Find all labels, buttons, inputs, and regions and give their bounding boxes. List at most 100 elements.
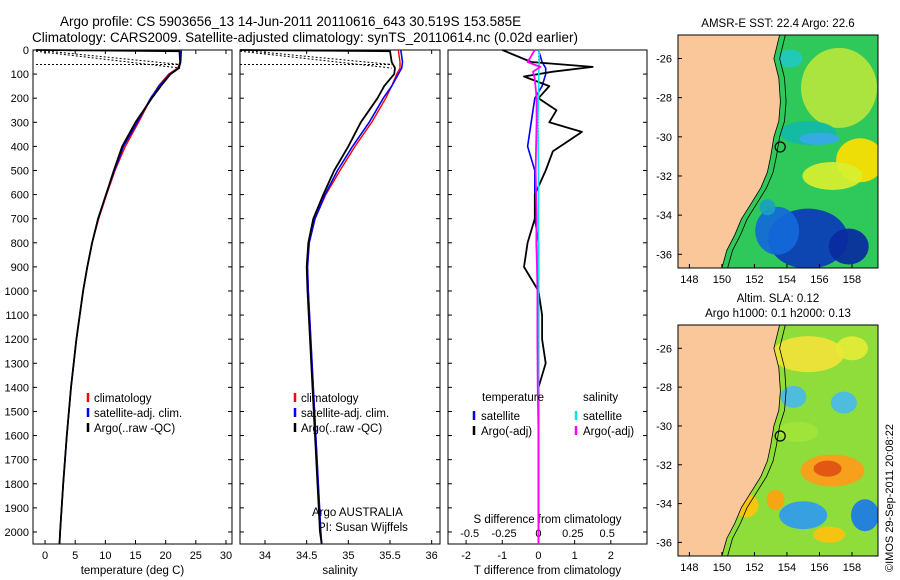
map-y-tick-label: -30: [656, 132, 672, 144]
coastline: [721, 325, 781, 556]
y-tick-label: 1200: [5, 334, 29, 346]
sla-map: 148 150 152 154 156 158 -26 -28 -30 -32 -34 -36 Alti…: [656, 293, 879, 574]
series-argo: [35, 49, 182, 545]
map-y-tick-label: -36: [656, 249, 672, 261]
y-tick-label: 2000: [5, 527, 29, 539]
y-tick-label: 1500: [5, 406, 29, 418]
map-y-tick-label: -26: [656, 53, 672, 65]
map-y-tick-label: -32: [656, 171, 672, 183]
y-tick-label: 800: [11, 238, 29, 250]
field-blob: [850, 499, 878, 532]
field-blob: [766, 489, 785, 510]
map-field: [678, 325, 878, 556]
annotation-line1: Argo AUSTRALIA: [312, 507, 403, 519]
field-blob: [800, 47, 877, 128]
y-tick-label: 1100: [5, 310, 29, 322]
legend-sal-title: salinity: [583, 392, 618, 404]
legend-label: Argo(-adj): [583, 426, 634, 438]
map-x-tick-label: 156: [810, 274, 828, 286]
map-x-tick-label: 154: [778, 562, 796, 574]
field-blob: [755, 206, 800, 255]
plot-frame: [32, 49, 233, 545]
legend-label: Argo(-adj): [481, 426, 532, 438]
land: [678, 35, 781, 268]
depth-contour: [727, 325, 787, 556]
argo-position-marker: [774, 141, 786, 153]
series-t_argo: [501, 49, 594, 544]
x-tick-label: 10: [99, 550, 111, 562]
salinity-panel: 34 34.5 35 35.5 36 salinity climatology satelli…: [239, 49, 441, 577]
x2-tick-label: 0.25: [562, 528, 583, 540]
map-y-tick-label: -34: [656, 210, 672, 222]
x-tick-label: -1: [497, 550, 507, 562]
x-tick-label: 20: [160, 550, 172, 562]
y-tick-label: 700: [11, 214, 29, 226]
field-blob: [799, 132, 840, 145]
y-tick-label: 1400: [5, 382, 29, 394]
field-blob: [778, 49, 803, 68]
x-tick-label: 35.5: [379, 550, 400, 562]
x2-tick-label: 0.5: [600, 528, 615, 540]
x-tick-label: 34.5: [296, 550, 317, 562]
y-tick-label: 600: [11, 190, 29, 202]
surface-connector: [35, 49, 181, 65]
y-tick-label: 1300: [5, 358, 29, 370]
y-tick-label: 200: [11, 93, 29, 105]
y-tick-label: 500: [11, 165, 29, 177]
map-title: AMSR-E SST: 22.4 Argo: 22.6: [701, 18, 854, 30]
field-blob: [778, 421, 819, 442]
map-x-tick-label: 152: [745, 562, 763, 574]
map-frame: [677, 324, 879, 557]
x-tick-label: 34: [259, 550, 271, 562]
imos-stamp: ©IMOS 29-Sep-2011 20:08:22: [884, 424, 896, 572]
x2-tick-label: -0.25: [492, 528, 517, 540]
field-blob: [830, 391, 857, 414]
surface-connector: [239, 49, 392, 65]
map-subtitle: Argo h1000: 0.1 h2000: 0.13: [705, 308, 851, 320]
map-x-tick-label: 148: [680, 274, 698, 286]
annotation-line2: PI: Susan Wijffels: [318, 522, 408, 534]
x-tick-label: 5: [72, 550, 78, 562]
series-argo: [239, 49, 396, 545]
map-x-tick-label: 158: [843, 274, 861, 286]
legend-temp-title: temperature: [482, 392, 544, 404]
legend-label: climatology: [94, 393, 152, 405]
x-axis-label: T difference from climatology: [474, 565, 621, 577]
field-blob: [813, 526, 846, 543]
y-tick-label: 900: [11, 262, 29, 274]
legend-label: satellite: [481, 411, 520, 423]
series-satellite: [58, 49, 183, 545]
legend-label: Argo(..raw -QC): [94, 423, 175, 435]
map-x-tick-label: 154: [778, 274, 796, 286]
field-blob: [772, 336, 845, 373]
surface-connector: [35, 50, 181, 69]
map-x-tick-label: 148: [680, 562, 698, 574]
map-frame: [677, 34, 879, 269]
map-y-tick-label: -32: [656, 460, 672, 472]
argo-position-marker: [774, 430, 786, 442]
map-x-tick-label: 156: [810, 562, 828, 574]
sst-map: 148 150 152 154 156 158 -26 -28 -30 -32 -34 -36 AMSR…: [656, 18, 879, 286]
map-y-tick-label: -28: [656, 93, 672, 105]
series-s_argo: [526, 49, 542, 544]
x-tick-label: 35: [342, 550, 354, 562]
x-tick-label: 0: [42, 550, 48, 562]
y-tick-label: 1800: [5, 479, 29, 491]
field-blob: [780, 385, 807, 408]
legend-label: climatology: [301, 393, 359, 405]
x-tick-label: 30: [220, 550, 232, 562]
map-x-tick-label: 158: [843, 562, 861, 574]
y-tick-label: 1700: [5, 455, 29, 467]
map-y-tick-label: -30: [656, 421, 672, 433]
x-tick-label: 25: [190, 550, 202, 562]
legend-label: satellite: [583, 411, 622, 423]
map-y-tick-label: -36: [656, 537, 672, 549]
y-tick-label: 300: [11, 117, 29, 129]
plot-frame: [447, 49, 648, 545]
x-tick-label: 2: [608, 550, 614, 562]
figure-title-line2: Climatology: CARS2009. Satellite-adjuste…: [32, 30, 579, 45]
x-axis-label: salinity: [322, 565, 357, 577]
series-satellite: [306, 49, 404, 545]
field-blob: [813, 460, 842, 477]
map-y-tick-label: -34: [656, 499, 672, 511]
